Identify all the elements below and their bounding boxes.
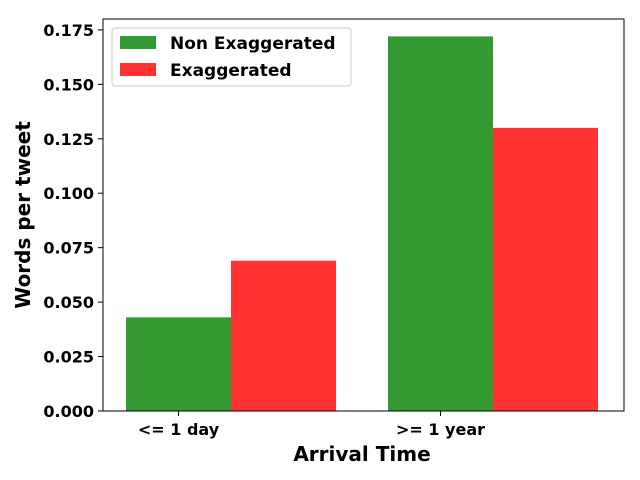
x-tick-label: <= 1 day bbox=[138, 420, 220, 439]
y-tick-label: 0.150 bbox=[43, 75, 94, 94]
bar-non-exaggerated-0 bbox=[126, 317, 231, 411]
legend: Non Exaggerated Exaggerated bbox=[111, 27, 352, 87]
y-tick-label: 0.175 bbox=[43, 21, 94, 40]
y-tick-label: 0.050 bbox=[43, 293, 94, 312]
legend-box bbox=[111, 27, 352, 87]
legend-swatch-non-exaggerated bbox=[120, 36, 156, 49]
y-axis: 0.000 0.025 0.050 0.075 0.100 0.125 0.150 0.175 bbox=[43, 21, 103, 421]
x-axis: <= 1 day >= 1 year bbox=[138, 411, 485, 439]
plot-frame bbox=[102, 18, 625, 412]
y-tick-label: 0.125 bbox=[43, 130, 94, 149]
bar-exaggerated-1 bbox=[493, 127, 598, 411]
y-tick-label: 0.000 bbox=[43, 402, 94, 421]
x-tick-label: >= 1 year bbox=[396, 420, 485, 439]
legend-label-non-exaggerated: Non Exaggerated bbox=[170, 34, 336, 54]
legend-label-exaggerated: Exaggerated bbox=[170, 61, 292, 81]
y-axis-label: Words per tweet bbox=[11, 121, 35, 309]
y-tick-label: 0.025 bbox=[43, 348, 94, 367]
legend-swatch-exaggerated bbox=[120, 63, 156, 76]
bars-group bbox=[126, 36, 598, 412]
bar-non-exaggerated-1 bbox=[388, 36, 493, 412]
y-tick-label: 0.075 bbox=[43, 239, 94, 258]
x-axis-label: Arrival Time bbox=[293, 442, 430, 466]
y-tick-label: 0.100 bbox=[43, 184, 94, 203]
bar-exaggerated-0 bbox=[231, 260, 336, 411]
